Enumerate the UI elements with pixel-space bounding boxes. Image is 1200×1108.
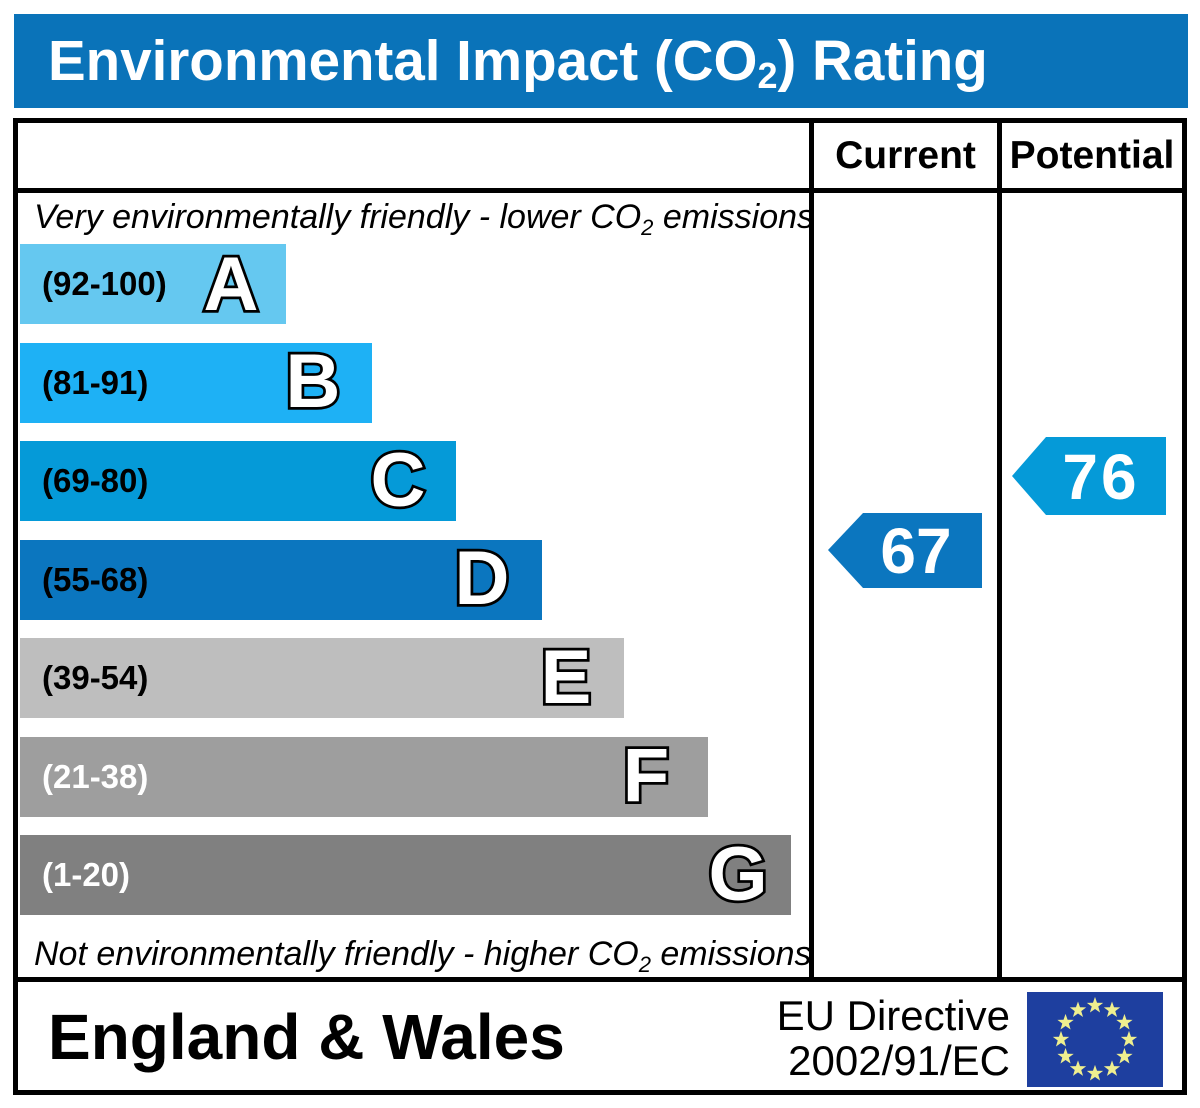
- svg-text:D: D: [455, 536, 510, 621]
- svg-text:G: G: [708, 832, 767, 917]
- svg-text:A: A: [204, 242, 259, 327]
- svg-text:67: 67: [880, 515, 951, 587]
- svg-text:F: F: [623, 733, 669, 818]
- svg-text:76: 76: [1062, 441, 1139, 513]
- svg-text:E: E: [541, 635, 592, 720]
- svg-text:B: B: [286, 339, 341, 424]
- svg-text:C: C: [371, 438, 426, 523]
